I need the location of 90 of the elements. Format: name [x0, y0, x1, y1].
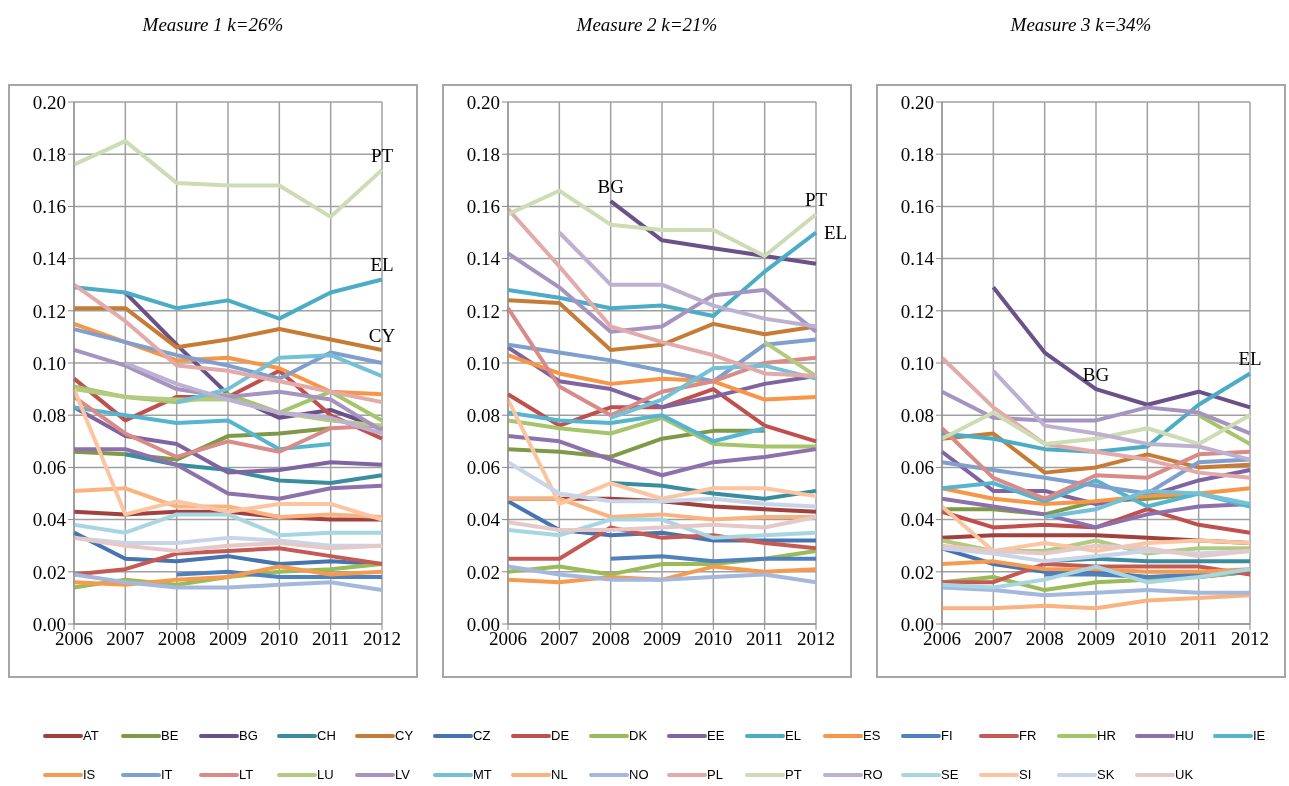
legend-label: CZ — [473, 728, 491, 743]
x-tick-label: 2007 — [106, 628, 145, 650]
x-tick-label: 2008 — [1025, 628, 1064, 650]
y-tick-label: 0.18 — [900, 143, 934, 165]
legend-label: BE — [161, 728, 179, 743]
annotation: PT — [804, 189, 828, 211]
legend-label: LT — [239, 767, 254, 782]
x-tick-label: 2012 — [1231, 628, 1269, 650]
legend-label: FR — [1019, 728, 1037, 743]
y-tick-label: 0.18 — [466, 143, 500, 165]
annotation: EL — [1238, 348, 1262, 370]
y-tick-label: 0.14 — [466, 248, 501, 270]
y-tick-label: 0.06 — [466, 457, 500, 479]
annotation: EL — [370, 254, 394, 276]
legend-label: EL — [785, 728, 801, 743]
legend-label: CY — [395, 728, 414, 743]
x-tick-label: 2009 — [643, 628, 681, 650]
legend-label: AT — [83, 728, 99, 743]
x-tick-label: 2012 — [797, 628, 835, 650]
x-tick-label: 2011 — [746, 628, 784, 650]
y-tick-label: 0.14 — [900, 248, 935, 270]
legend-label: LV — [395, 767, 410, 782]
x-tick-label: 2012 — [363, 628, 401, 650]
y-tick-label: 0.14 — [32, 248, 67, 270]
legend-label: IT — [161, 767, 173, 782]
x-tick-label: 2011 — [1180, 628, 1218, 650]
y-tick-label: 0.12 — [32, 300, 66, 322]
y-tick-label: 0.16 — [900, 196, 934, 218]
x-tick-label: 2007 — [540, 628, 579, 650]
x-tick-label: 2010 — [1128, 628, 1167, 650]
annotation: EL — [824, 222, 848, 244]
legend-label: PT — [785, 767, 802, 782]
y-tick-label: 0.02 — [32, 561, 66, 583]
y-tick-label: 0.18 — [32, 143, 66, 165]
x-tick-label: 2009 — [209, 628, 247, 650]
legend-label: HR — [1097, 728, 1116, 743]
y-tick-label: 0.20 — [32, 91, 66, 113]
x-tick-label: 2009 — [1077, 628, 1115, 650]
x-tick-label: 2008 — [591, 628, 630, 650]
x-tick-label: 2008 — [157, 628, 196, 650]
y-tick-label: 0.08 — [466, 404, 500, 426]
y-tick-label: 0.06 — [900, 457, 934, 479]
legend-label: RO — [863, 767, 883, 782]
x-tick-label: 2010 — [260, 628, 299, 650]
y-tick-label: 0.04 — [900, 509, 935, 531]
legend-label: UK — [1175, 767, 1194, 782]
x-tick-label: 2011 — [312, 628, 350, 650]
y-tick-label: 0.10 — [900, 352, 934, 374]
y-tick-label: 0.10 — [32, 352, 66, 374]
y-tick-label: 0.02 — [900, 561, 934, 583]
y-tick-label: 0.02 — [466, 561, 500, 583]
legend-label: ES — [863, 728, 881, 743]
legend-label: LU — [317, 767, 334, 782]
annotation: PT — [370, 144, 394, 166]
annotation: BG — [1082, 364, 1110, 386]
legend-label: IE — [1253, 728, 1266, 743]
legend-label: IS — [83, 767, 96, 782]
x-tick-label: 2007 — [974, 628, 1013, 650]
y-tick-label: 0.20 — [900, 91, 934, 113]
legend-label: DK — [629, 728, 648, 743]
y-tick-label: 0.20 — [466, 91, 500, 113]
legend-label: SE — [941, 767, 959, 782]
legend-label: PL — [707, 767, 723, 782]
legend-label: MT — [473, 767, 492, 782]
y-tick-label: 0.04 — [466, 509, 501, 531]
legend-label: BG — [239, 728, 258, 743]
annotation: BG — [597, 176, 625, 198]
y-tick-label: 0.10 — [466, 352, 500, 374]
legend-label: NL — [551, 767, 568, 782]
legend-label: CH — [317, 728, 336, 743]
y-tick-label: 0.06 — [32, 457, 66, 479]
y-tick-label: 0.16 — [466, 196, 500, 218]
y-tick-label: 0.08 — [900, 404, 934, 426]
legend-label: SI — [1019, 767, 1032, 782]
legend-label: SK — [1097, 767, 1115, 782]
y-tick-label: 0.04 — [32, 509, 67, 531]
y-tick-label: 0.08 — [32, 404, 66, 426]
y-tick-label: 0.16 — [32, 196, 66, 218]
legend-label: NO — [629, 767, 649, 782]
chart-title: Measure 3 k=34% — [1009, 13, 1153, 37]
legend-label: HU — [1175, 728, 1194, 743]
y-tick-label: 0.12 — [900, 300, 934, 322]
chart-title: Measure 1 k=26% — [141, 13, 285, 37]
legend-label: EE — [707, 728, 725, 743]
legend-label: FI — [941, 728, 953, 743]
chart-title: Measure 2 k=21% — [575, 13, 719, 37]
annotation: CY — [368, 324, 396, 346]
legend-label: DE — [551, 728, 570, 743]
y-tick-label: 0.12 — [466, 300, 500, 322]
x-tick-label: 2010 — [694, 628, 733, 650]
